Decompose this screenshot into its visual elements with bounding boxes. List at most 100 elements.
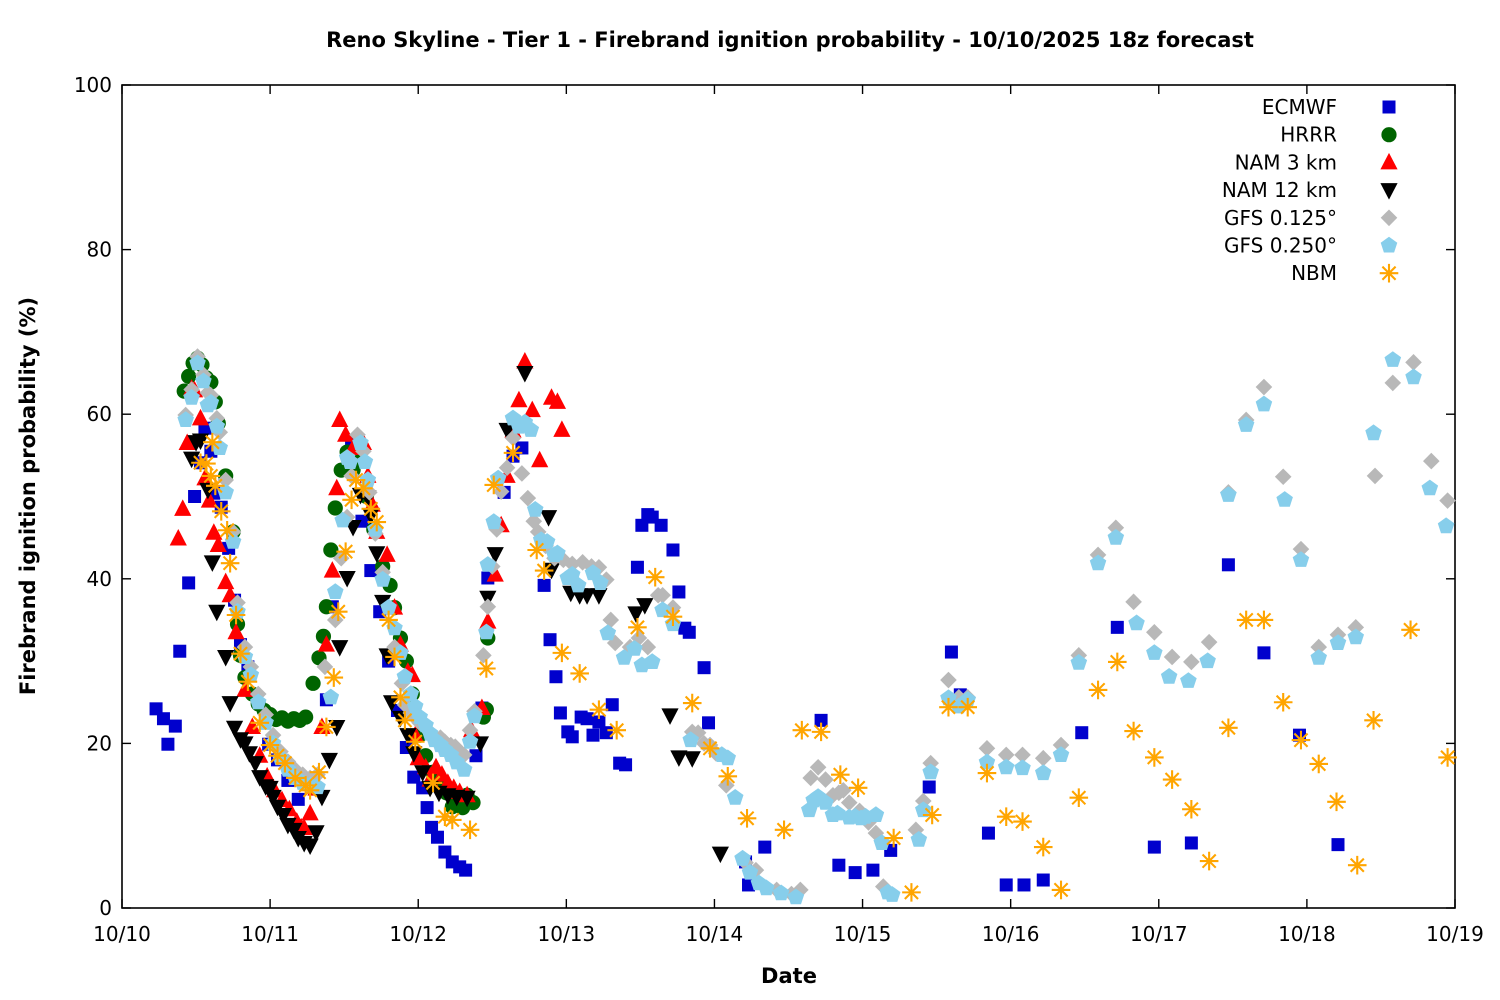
nam12-point <box>246 756 264 773</box>
nam3-point <box>323 561 341 578</box>
x-tick-label: 10/18 <box>1278 922 1336 946</box>
nam12-point <box>274 808 293 825</box>
legend-marker-nbm <box>1379 263 1399 283</box>
nam3-point <box>516 352 534 369</box>
y-tick-label: 20 <box>87 731 112 755</box>
gfs250-point <box>626 640 643 656</box>
nam12-point <box>636 598 654 615</box>
gfs250-point <box>758 879 775 896</box>
gfs125-point <box>498 459 516 476</box>
nam3-point <box>378 545 396 562</box>
gfs125-point <box>217 471 234 489</box>
nbm-point <box>197 454 216 473</box>
nbm-point <box>1327 792 1346 812</box>
x-tick-label: 10/15 <box>834 922 892 946</box>
gfs250-point <box>242 666 260 683</box>
nbm-point <box>884 828 903 848</box>
nbm-point <box>1438 748 1457 767</box>
nbm-point <box>792 720 812 740</box>
nam12-point <box>338 570 356 588</box>
nam3-point <box>548 392 567 409</box>
legend-marker-gfs125 <box>1380 209 1398 227</box>
gfs250-point <box>654 601 671 618</box>
y-tick-label: 100 <box>74 73 112 97</box>
nam12-point <box>240 746 258 763</box>
nbm-point <box>663 607 683 626</box>
nbm-point <box>354 478 373 498</box>
gfs250-point <box>322 688 340 705</box>
gfs250-point <box>1237 416 1255 432</box>
ecmwf-point <box>291 792 305 806</box>
nam12-point <box>301 838 319 855</box>
ecmwf-point <box>605 698 619 712</box>
nam12-point <box>414 765 432 782</box>
gfs125-point <box>519 489 537 507</box>
ecmwf-point <box>549 670 563 684</box>
gfs250-point <box>644 653 661 669</box>
legend-label-nbm: NBM <box>1291 261 1337 285</box>
gfs250-point <box>1199 652 1216 669</box>
nbm-point <box>217 520 237 540</box>
plot-border <box>121 84 1456 909</box>
ecmwf-point <box>515 441 529 455</box>
gfs250-point <box>1035 764 1052 781</box>
nbm-point <box>391 688 410 707</box>
nam12-point <box>307 825 325 842</box>
ecmwf-point <box>586 728 600 742</box>
nam3-point <box>243 717 261 734</box>
gfs125-point <box>396 696 414 714</box>
nbm-point <box>1199 851 1219 871</box>
gfs125-point <box>802 769 820 787</box>
ecmwf-point <box>580 712 594 726</box>
nbm-point <box>328 602 348 622</box>
nbm-point <box>285 768 305 788</box>
gfs250-point <box>356 453 374 469</box>
gfs125-point <box>1125 593 1142 611</box>
gfs125-point <box>1384 374 1402 392</box>
gfs250-point <box>1220 486 1237 502</box>
gfs250-point <box>787 888 805 905</box>
gfs125-point <box>1014 746 1031 764</box>
gfs125-point <box>840 794 858 811</box>
nbm-point <box>570 664 589 683</box>
nam3-point <box>337 425 355 442</box>
nam3-point <box>479 612 497 629</box>
nam3-point <box>523 400 541 418</box>
gfs125-point <box>513 465 531 482</box>
gfs250-point <box>1014 759 1031 776</box>
nbm-point <box>1364 711 1383 730</box>
gfs250-point <box>867 806 885 822</box>
nbm-point <box>848 778 868 798</box>
gfs250-point <box>189 354 206 371</box>
gfs250-point <box>478 623 495 640</box>
ecmwf-point <box>866 863 880 877</box>
gfs125-point <box>914 792 932 810</box>
gfs125-point <box>817 771 834 788</box>
nbm-point <box>1162 770 1182 789</box>
nam3-point <box>331 410 349 427</box>
nam12-point <box>516 366 534 383</box>
nbm-point <box>1145 748 1164 767</box>
nbm-point <box>484 475 504 495</box>
x-tick-label: 10/10 <box>93 922 151 946</box>
hrrr-point <box>318 599 334 615</box>
nam3-point <box>531 450 549 468</box>
hrrr-point <box>181 368 197 384</box>
gfs125-point <box>326 611 344 629</box>
gfs250-point <box>1146 644 1163 660</box>
gfs250-point <box>569 576 587 593</box>
nam12-point <box>498 422 516 440</box>
nam3-point <box>217 572 235 590</box>
gfs125-point <box>386 638 403 656</box>
nam12-point <box>683 751 701 768</box>
gfs125-point <box>1423 452 1440 470</box>
gfs125-point <box>1034 749 1052 767</box>
gfs125-point <box>654 586 671 604</box>
gfs125-point <box>602 611 620 629</box>
gfs250-point <box>1329 634 1347 650</box>
nbm-point <box>260 735 280 755</box>
ecmwf-point <box>149 702 163 716</box>
gfs250-point <box>1384 351 1402 367</box>
gfs250-point <box>549 544 566 561</box>
